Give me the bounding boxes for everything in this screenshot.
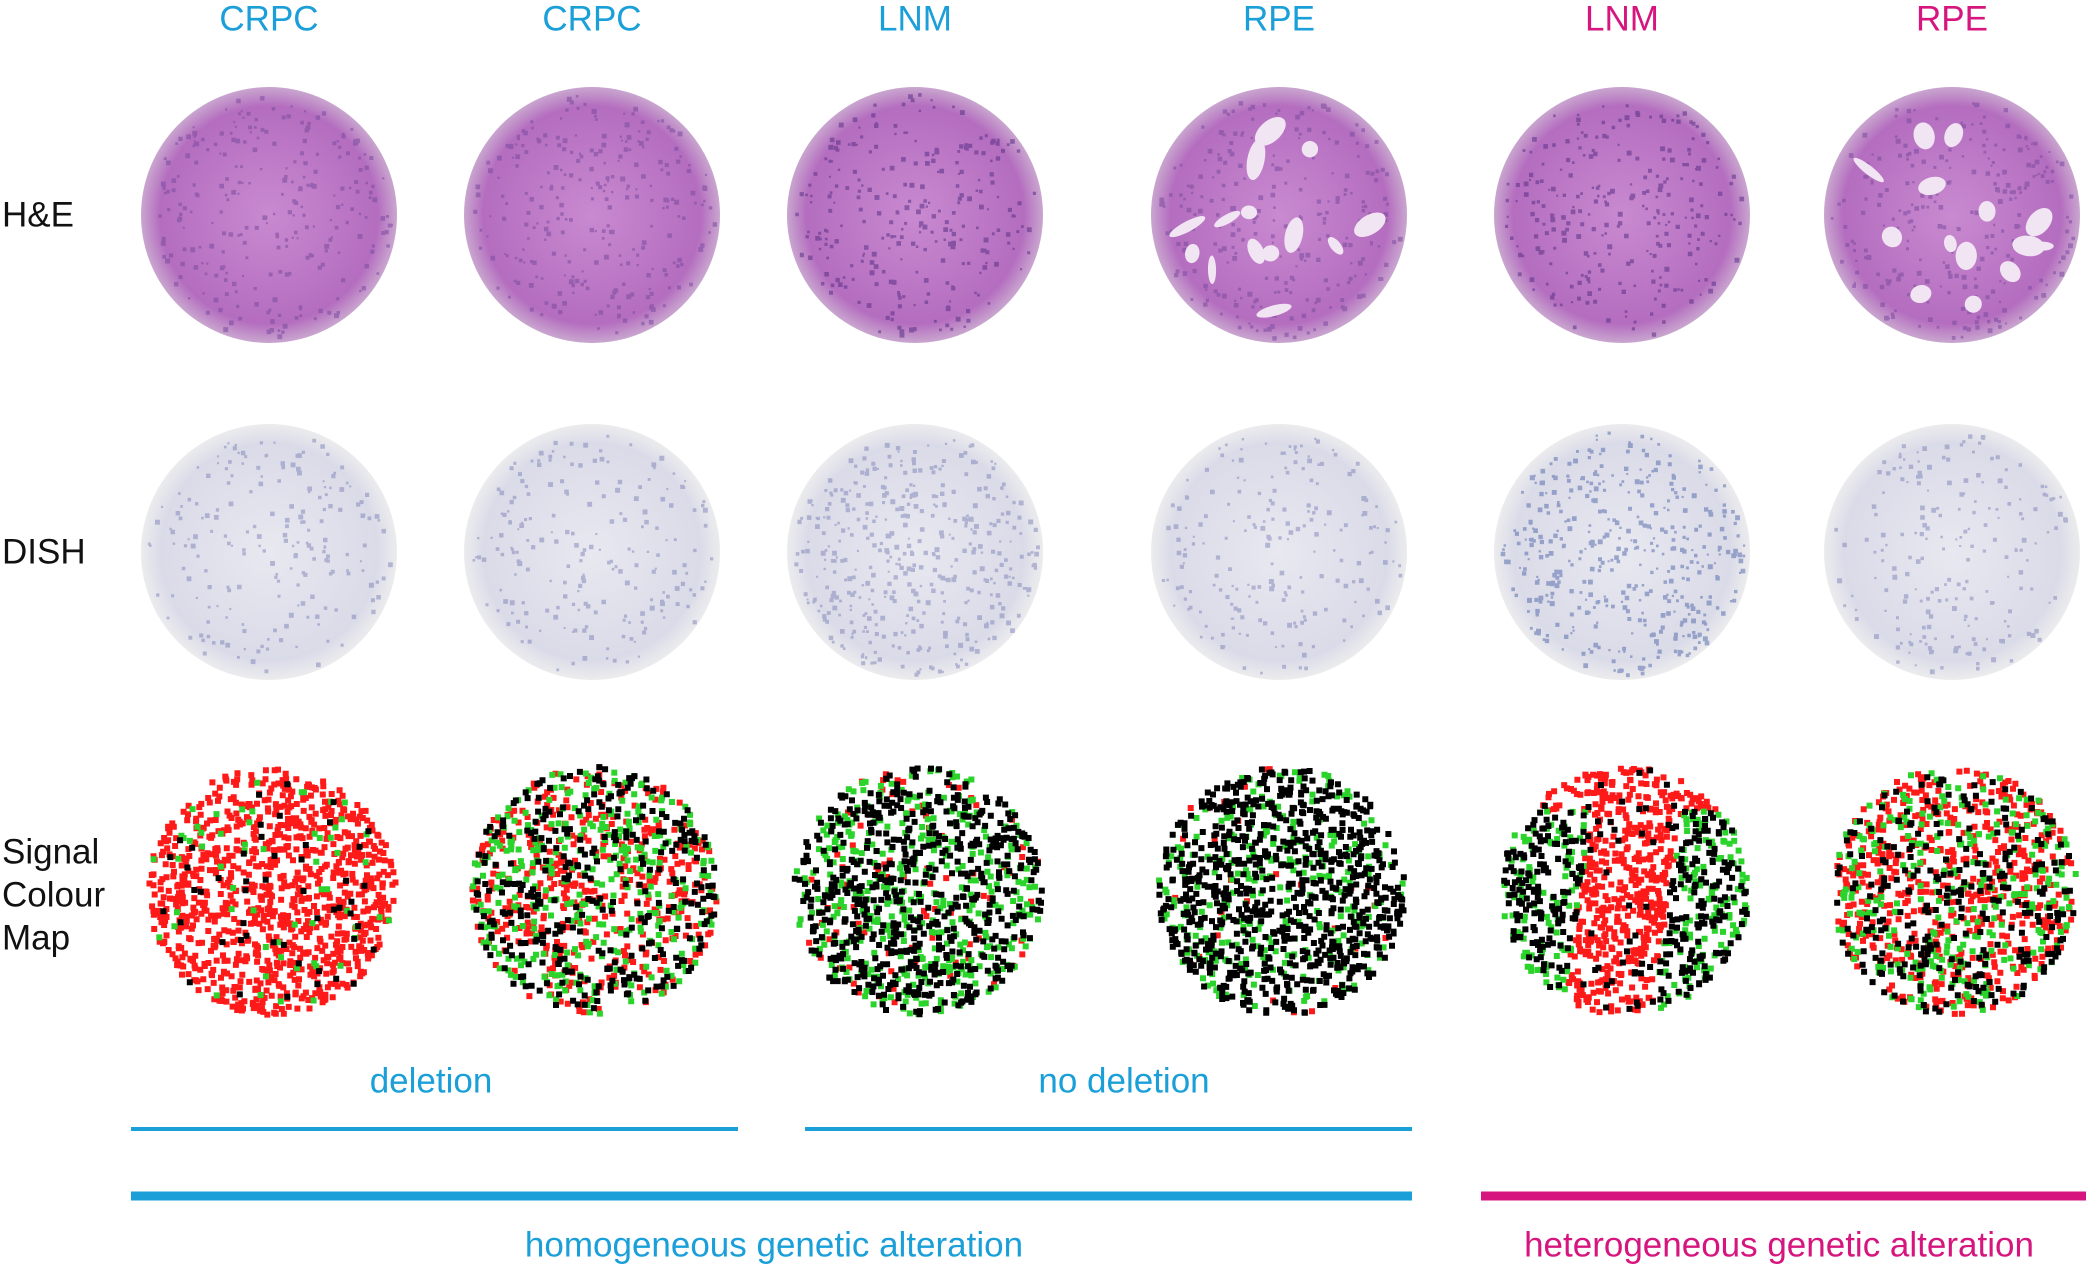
he-core [141, 87, 397, 343]
signal-dots [146, 766, 399, 1018]
he-lumen [1254, 116, 1286, 146]
signal-dots [150, 779, 392, 1005]
he-lumen [1354, 212, 1386, 237]
group-label: deletion [369, 1061, 493, 1101]
signal-dots [1156, 766, 1407, 1016]
alteration-label: homogeneous genetic alteration [524, 1225, 1024, 1264]
row-label: H&E [2, 195, 74, 235]
signal-dots [1156, 769, 1406, 1009]
he-lumen [1910, 285, 1932, 304]
dish-stain [794, 439, 1040, 677]
he-lumen [1301, 140, 1319, 158]
he-nuclei [158, 96, 393, 340]
he-core [787, 87, 1043, 343]
column-header: LNM [878, 0, 952, 39]
he-lumen [1978, 201, 1996, 222]
he-lumen [1853, 157, 1884, 183]
he-lumen [1999, 261, 2021, 283]
signal-dots [791, 765, 1045, 1018]
column-header: RPE [1243, 0, 1315, 39]
he-lumen [1247, 238, 1265, 264]
signal-dots [469, 764, 720, 1016]
he-nuclei [1159, 101, 1403, 341]
dish-stain [1500, 431, 1746, 678]
dish-core [1494, 424, 1750, 680]
signal-dots [1540, 765, 1719, 1016]
he-nuclei [795, 93, 1036, 338]
he-lumen [1246, 139, 1266, 181]
he-lumen [1943, 234, 1957, 253]
signal-dots [1834, 774, 2077, 1015]
he-lumen [1964, 295, 1982, 313]
he-lumen [1327, 237, 1344, 255]
row-label: DISH [2, 532, 86, 572]
column-header: RPE [1916, 0, 1988, 39]
dish-core [1151, 424, 1407, 680]
he-lumen [1262, 245, 1280, 262]
column-header: LNM [1585, 0, 1659, 39]
he-lumen [1284, 217, 1304, 253]
column-header: CRPC [219, 0, 319, 39]
signal-dots [160, 781, 377, 1000]
row-label: Signal Colour Map [2, 832, 106, 958]
he-lumen [1185, 243, 1200, 264]
column-header: CRPC [542, 0, 642, 39]
he-lumen [1881, 226, 1903, 248]
he-core [464, 87, 720, 343]
signal-dots [1501, 808, 1750, 1011]
he-lumen [1169, 216, 1206, 238]
he-lumen [2025, 208, 2053, 237]
dish-core [1824, 424, 2080, 680]
he-lumen [1207, 255, 1217, 285]
signal-dots [473, 764, 718, 1012]
he-lumen [1913, 122, 1935, 150]
dish-stain [1834, 434, 2068, 675]
he-lumen [2030, 241, 2054, 251]
he-lumen [1256, 303, 1292, 318]
alteration-label: heterogeneous genetic alteration [1524, 1225, 2034, 1264]
he-lumen [1944, 123, 1964, 148]
he-nuclei [1505, 104, 1745, 337]
dish-core [141, 424, 397, 680]
signal-dots [1501, 767, 1750, 1012]
group-label: no deletion [1038, 1061, 1210, 1101]
he-lumen [2012, 235, 2045, 257]
he-lumen [1955, 241, 1977, 270]
he-lumen [1918, 176, 1946, 196]
dish-stain [147, 438, 393, 674]
dish-core [464, 424, 720, 680]
he-lumen [1214, 210, 1241, 228]
he-lumen [1240, 205, 1258, 220]
